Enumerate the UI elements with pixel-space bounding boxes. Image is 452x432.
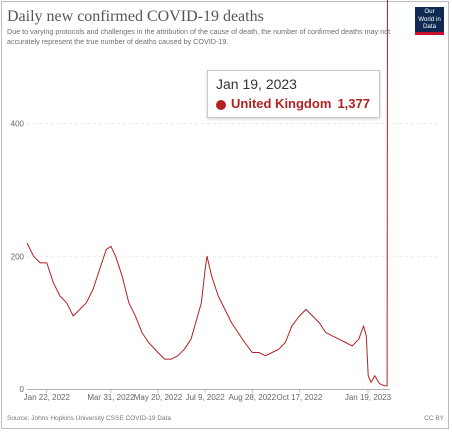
- y-tick-label: 400: [11, 120, 25, 129]
- hover-tooltip: Jan 19, 2023 United Kingdom 1,377: [207, 70, 380, 118]
- owid-logo-text: Our World in Data: [418, 8, 441, 31]
- series-color-dot-icon: [216, 100, 226, 110]
- owid-logo[interactable]: Our World in Data: [415, 7, 444, 35]
- x-tick-label: May 20, 2022: [134, 393, 183, 402]
- tooltip-country: United Kingdom: [231, 96, 332, 111]
- x-tick-label: Jan 22, 2022: [24, 393, 71, 402]
- x-tick-label: Jan 19, 2023: [345, 393, 392, 402]
- license-link[interactable]: CC BY: [424, 415, 444, 422]
- tooltip-date: Jan 19, 2023: [216, 76, 297, 92]
- series-line-united-kingdom: [26, 0, 388, 387]
- tooltip-value: 1,377: [337, 96, 370, 111]
- x-tick-label: Mar 31, 2022: [87, 393, 135, 402]
- y-tick-label: 0: [20, 385, 25, 394]
- chart-title: Daily new confirmed COVID-19 deaths: [7, 8, 264, 25]
- chart-subtitle: Due to varying protocols and challenges …: [7, 27, 391, 46]
- source-note[interactable]: Source: Johns Hopkins University CSSE CO…: [7, 415, 172, 422]
- y-tick-label: 200: [11, 252, 25, 261]
- x-tick-label: Oct 17, 2022: [276, 393, 322, 402]
- x-tick-label: Jul 9, 2022: [186, 393, 226, 402]
- x-tick-label: Aug 28, 2022: [228, 393, 276, 402]
